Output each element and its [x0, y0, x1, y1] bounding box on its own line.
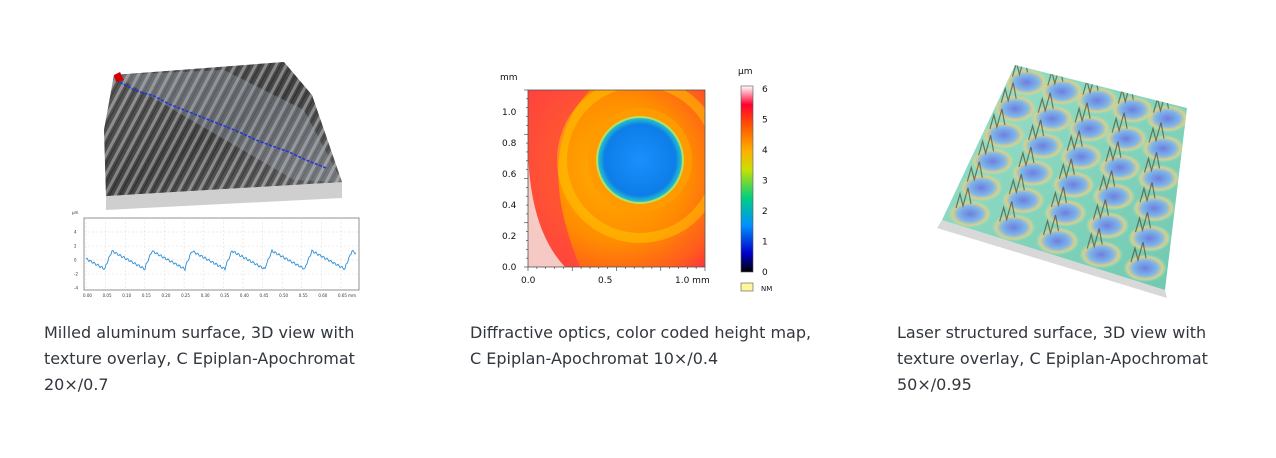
profile-x-tick: 0.30	[201, 293, 210, 298]
colorbar-tick: 0	[762, 268, 768, 278]
profile-y-tick: -4	[74, 286, 78, 291]
laser-surface-figure	[937, 65, 1187, 298]
diffractive-optics-height-map: mm 1.0 0.8 0.6 0.4 0.2 0.0 0.0 0.5 1.0 mm µm 6 5…	[470, 0, 830, 310]
profile-x-tick: 0.55	[299, 293, 308, 298]
nm-label: NM	[761, 285, 772, 293]
profile-x-tick: 0.10	[122, 293, 131, 298]
profile-y-tick: -2	[74, 272, 78, 277]
profile-curve	[85, 248, 357, 272]
laser-surface-base	[937, 220, 1167, 298]
colorbar-tick: 3	[762, 177, 768, 187]
colorbar-unit: µm	[738, 67, 753, 77]
profile-x-tick: 0.45	[260, 293, 269, 298]
map-y-tick: 0.8	[502, 139, 517, 149]
profile-x-tick: 0.65 mm	[338, 293, 356, 298]
profile-y-tick: 4	[74, 230, 77, 235]
profile-path-line	[115, 79, 327, 169]
laser-structures	[948, 65, 1187, 283]
laser-structured-3d-image	[897, 0, 1257, 310]
map-y-tick: 1.0	[502, 108, 517, 118]
height-map-figure: mm 1.0 0.8 0.6 0.4 0.2 0.0 0.0 0.5 1.0 mm µm 6 5…	[500, 67, 772, 293]
map-x-tick: 0.0	[521, 276, 536, 286]
colorbar-tick: 5	[762, 116, 768, 126]
profile-x-tick: 0.15	[142, 293, 151, 298]
map-y-tick: 0.0	[502, 263, 517, 273]
map-x-tick: 0.5	[598, 276, 612, 286]
map-y-tick: 0.4	[502, 201, 517, 211]
height-profile-plot: µm 4 2 0 -2 -4 0.00 0.05 0.10 0.15 0.20 0.25 0.30 0…	[72, 210, 360, 298]
milled-aluminum-figure: µm 4 2 0 -2 -4 0.00 0.05 0.10 0.15 0.20 0.25 0.30 0…	[72, 62, 360, 298]
profile-y-unit: µm	[72, 210, 79, 215]
colorbar-tick: 2	[762, 207, 768, 217]
caption-milled-aluminum: Milled aluminum surface, 3D view with te…	[44, 323, 355, 394]
image-card-laser-structured: Laser structured surface, 3D view with t…	[897, 0, 1257, 458]
profile-y-tick: 0	[74, 258, 77, 263]
colorbar-tick: 1	[762, 238, 768, 248]
colorbar-tick: 6	[762, 85, 768, 95]
profile-y-tick: 2	[74, 244, 77, 249]
map-y-tick: 0.6	[502, 170, 517, 180]
profile-x-tick: 0.25	[181, 293, 190, 298]
height-map	[528, 90, 705, 267]
map-y-tick: 0.2	[502, 232, 516, 242]
caption-diffractive-optics: Diffractive optics, color coded height m…	[470, 323, 812, 368]
image-card-diffractive-optics: mm 1.0 0.8 0.6 0.4 0.2 0.0 0.0 0.5 1.0 mm µm 6 5…	[470, 0, 830, 458]
milled-aluminum-3d-image: µm 4 2 0 -2 -4 0.00 0.05 0.10 0.15 0.20 0.25 0.30 0…	[44, 0, 404, 310]
profile-x-tick: 0.20	[161, 293, 170, 298]
colorbar	[740, 85, 754, 273]
caption-laser-structured: Laser structured surface, 3D view with t…	[897, 323, 1208, 394]
profile-x-tick: 0.05	[103, 293, 112, 298]
profile-x-tick: 0.50	[279, 293, 288, 298]
image-card-milled-aluminum: µm 4 2 0 -2 -4 0.00 0.05 0.10 0.15 0.20 0.25 0.30 0…	[44, 0, 404, 458]
profile-x-tick: 0.60	[318, 293, 327, 298]
profile-x-tick: 0.40	[240, 293, 249, 298]
map-y-unit: mm	[500, 73, 518, 83]
map-x-tick: 1.0 mm	[675, 276, 710, 286]
colorbar-tick: 4	[762, 146, 768, 156]
nm-swatch	[740, 282, 754, 292]
profile-x-tick: 0.00	[83, 293, 92, 298]
profile-x-tick: 0.35	[220, 293, 229, 298]
